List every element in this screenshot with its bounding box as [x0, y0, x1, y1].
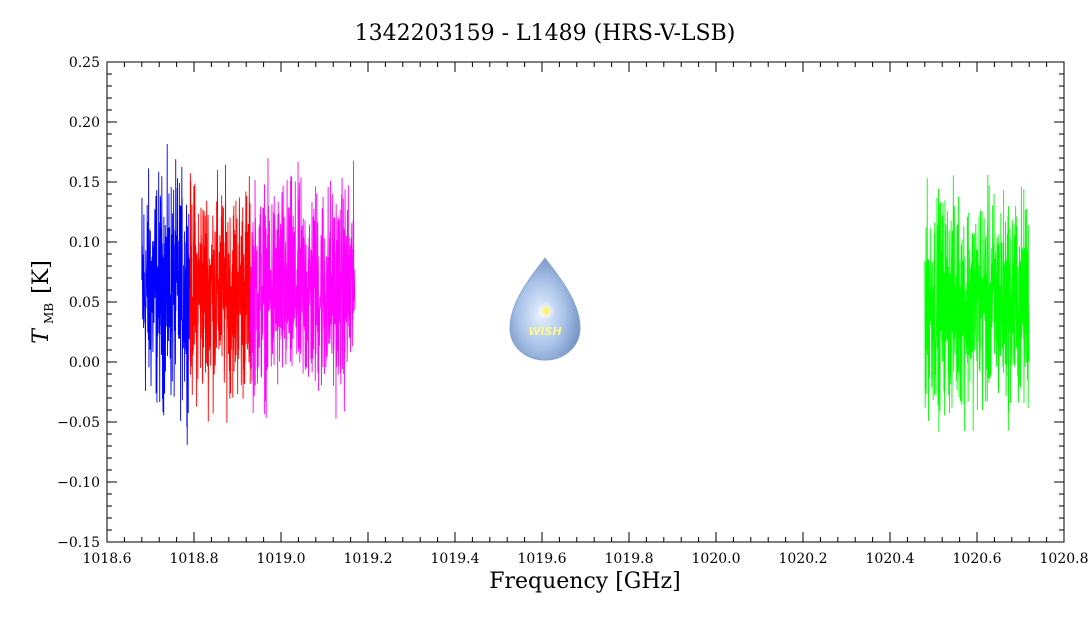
y-tick-label: 0.10 [69, 235, 100, 251]
x-tick-label: 1020.0 [692, 551, 741, 567]
spectrum-series-4 [924, 174, 1030, 433]
y-tick-label: −0.10 [57, 475, 100, 491]
y-tick-label: 0.00 [69, 355, 100, 371]
y-axis-label-unit: [K] [29, 260, 54, 294]
x-tick-label: 1020.6 [953, 551, 1002, 567]
y-axis-label: T MB [K] [29, 260, 57, 344]
x-tick-label: 1020.4 [866, 551, 915, 567]
x-tick-label: 1019.8 [605, 551, 654, 567]
x-tick-label: 1018.8 [170, 551, 219, 567]
y-axis-label-main: T [29, 327, 54, 344]
spectrum-series-2 [189, 164, 251, 423]
y-tick-label: −0.05 [57, 415, 100, 431]
wish-star-icon: ✸ [540, 304, 552, 320]
x-tick-label: 1019.4 [431, 551, 480, 567]
x-tick-label: 1019.0 [257, 551, 306, 567]
wish-logo: ✸ WISH [509, 257, 581, 361]
series-group [141, 143, 1030, 445]
x-tick-label: 1018.6 [83, 551, 132, 567]
y-tick-label: 0.05 [69, 295, 100, 311]
x-tick-label: 1019.6 [518, 551, 567, 567]
x-axis-label: Frequency [GHz] [489, 569, 681, 594]
y-tick-label: −0.15 [57, 535, 100, 551]
y-tick-label: 0.20 [69, 115, 100, 131]
x-axis: 1018.6 1018.8 1019.0 1019.2 1019.4 1019.6 1019… [83, 62, 1089, 567]
x-tick-label: 1020.8 [1040, 551, 1089, 567]
chart-title: 1342203159 - L1489 (HRS-V-LSB) [355, 21, 736, 46]
x-tick-label: 1019.2 [344, 551, 393, 567]
wish-logo-text: WISH [528, 325, 561, 338]
y-tick-label: 0.25 [69, 55, 100, 71]
spectrum-series-3 [250, 158, 356, 419]
spectrum-series-1 [141, 143, 191, 445]
y-axis: −0.15 −0.10 −0.05 0.00 0.05 0.10 0.15 0.20 0.25 [57, 55, 1064, 551]
y-axis-label-subscript: MB [42, 303, 56, 324]
y-tick-label: 0.15 [69, 175, 100, 191]
x-tick-label: 1020.2 [779, 551, 828, 567]
